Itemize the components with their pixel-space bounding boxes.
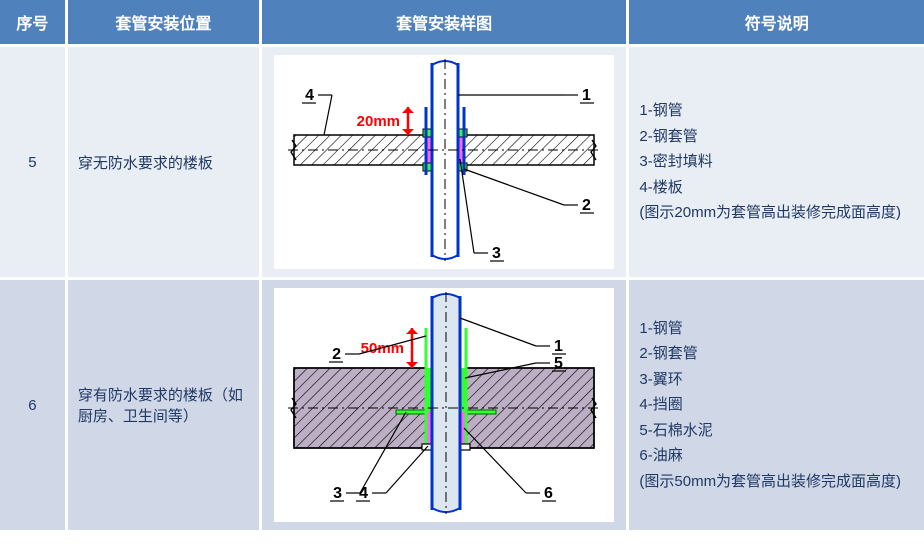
col-header-img: 套管安装样图 xyxy=(260,0,628,46)
cell-idx-6: 6 xyxy=(0,279,66,531)
cell-diagram-5: 20mm 1 2 3 4 xyxy=(260,46,628,279)
diagram-waterproof: 50mm 15 2 6 34 xyxy=(274,288,614,522)
svg-text:3: 3 xyxy=(492,245,501,262)
table-row: 5 穿无防水要求的楼板 20mm 1 2 3 4 1-钢管2-钢套管3-密封填料4-楼板… xyxy=(0,46,924,279)
cell-pos-5: 穿无防水要求的楼板 xyxy=(66,46,260,279)
col-header-pos: 套管安装位置 xyxy=(66,0,260,46)
desc-list-6: 1-钢管2-钢套管3-翼环4-挡圈5-石棉水泥6-油麻(图示50mm为套管高出装… xyxy=(639,316,914,495)
cell-desc-6: 1-钢管2-钢套管3-翼环4-挡圈5-石棉水泥6-油麻(图示50mm为套管高出装… xyxy=(628,279,924,531)
table-header-row: 序号 套管安装位置 套管安装样图 符号说明 xyxy=(0,0,924,46)
svg-text:20mm: 20mm xyxy=(357,113,400,130)
svg-text:6: 6 xyxy=(544,485,553,502)
svg-text:4: 4 xyxy=(305,87,314,104)
svg-text:2: 2 xyxy=(332,346,341,363)
svg-text:50mm: 50mm xyxy=(361,340,404,357)
cell-diagram-6: 50mm 15 2 6 34 xyxy=(260,279,628,531)
diagram-no-waterproof: 20mm 1 2 3 4 xyxy=(274,55,614,269)
svg-text:5: 5 xyxy=(554,355,563,372)
desc-list-5: 1-钢管2-钢套管3-密封填料4-楼板(图示20mm为套管高出装修完成面高度) xyxy=(639,98,914,226)
cell-pos-6: 穿有防水要求的楼板（如厨房、卫生间等） xyxy=(66,279,260,531)
svg-text:1: 1 xyxy=(554,338,563,355)
col-header-idx: 序号 xyxy=(0,0,66,46)
svg-text:2: 2 xyxy=(582,197,591,214)
svg-text:1: 1 xyxy=(582,87,591,104)
sleeve-install-table: 序号 套管安装位置 套管安装样图 符号说明 5 穿无防水要求的楼板 20mm12… xyxy=(0,0,924,530)
svg-text:4: 4 xyxy=(359,485,368,502)
svg-text:3: 3 xyxy=(333,485,342,502)
col-header-desc: 符号说明 xyxy=(628,0,924,46)
table-row: 6 穿有防水要求的楼板（如厨房、卫生间等） 50mm 15 2 6 34 1-钢管2-钢… xyxy=(0,279,924,531)
cell-idx-5: 5 xyxy=(0,46,66,279)
cell-desc-5: 1-钢管2-钢套管3-密封填料4-楼板(图示20mm为套管高出装修完成面高度) xyxy=(628,46,924,279)
